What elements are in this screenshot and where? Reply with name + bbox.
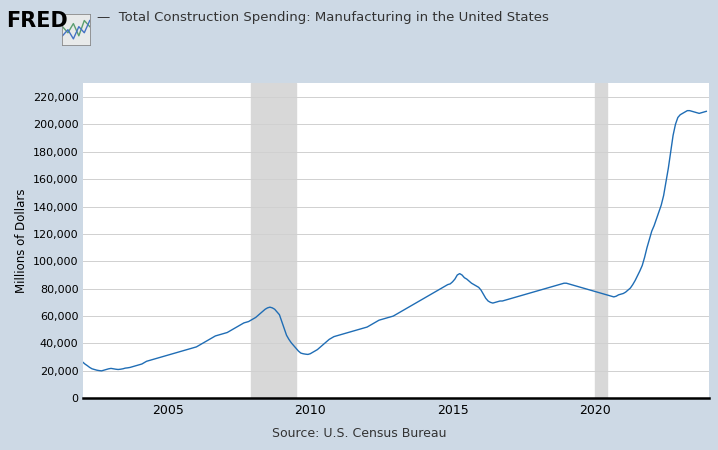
Text: —  Total Construction Spending: Manufacturing in the United States: — Total Construction Spending: Manufactu… (97, 11, 549, 24)
Bar (595, 83, 607, 398)
Y-axis label: Millions of Dollars: Millions of Dollars (16, 189, 29, 293)
Text: FRED: FRED (6, 11, 67, 31)
Text: Source: U.S. Census Bureau: Source: U.S. Census Bureau (271, 427, 447, 440)
Bar (251, 83, 296, 398)
